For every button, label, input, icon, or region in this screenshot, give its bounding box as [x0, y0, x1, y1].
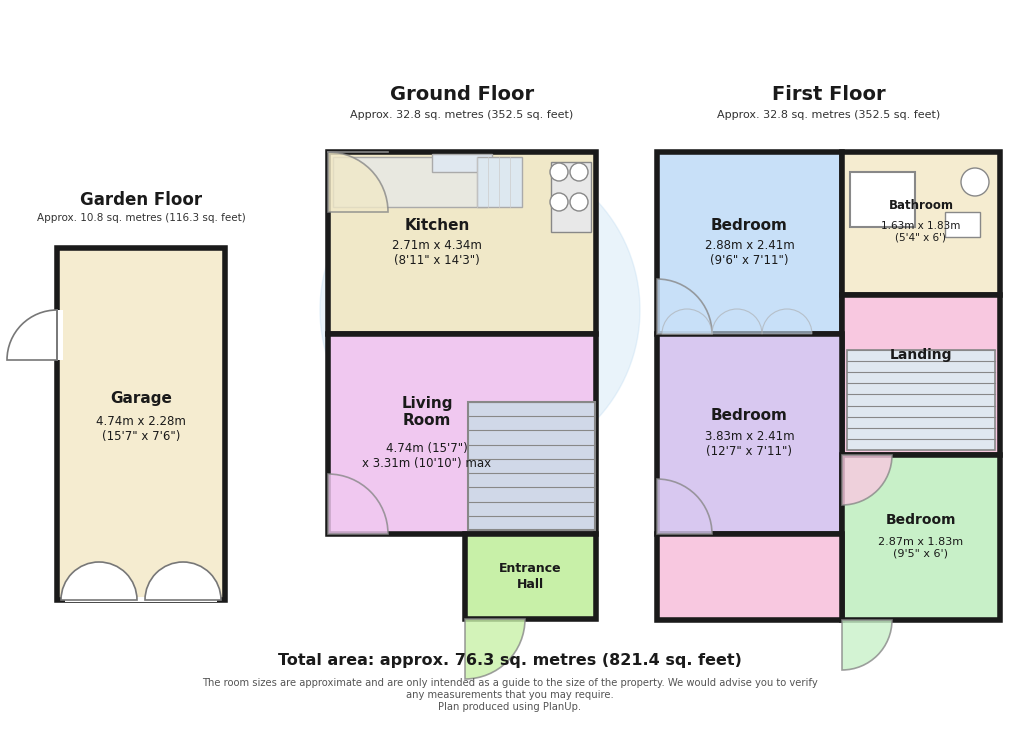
Text: Approx. 32.8 sq. metres (352.5 sq. feet): Approx. 32.8 sq. metres (352.5 sq. feet)	[351, 110, 573, 120]
Bar	[65, 597, 217, 602]
Bar	[332, 157, 486, 207]
Bar	[656, 152, 841, 334]
Circle shape	[549, 163, 568, 181]
Wedge shape	[711, 309, 761, 334]
Circle shape	[570, 163, 587, 181]
Wedge shape	[661, 309, 711, 334]
Circle shape	[570, 193, 587, 211]
Bar	[550, 162, 590, 232]
Text: Kitchen: Kitchen	[404, 217, 469, 232]
Bar	[55, 310, 63, 360]
Text: Total area: approx. 76.3 sq. metres (821.4 sq. feet): Total area: approx. 76.3 sq. metres (821…	[278, 652, 741, 668]
Wedge shape	[841, 620, 892, 670]
Wedge shape	[328, 152, 387, 212]
Bar	[465, 534, 595, 619]
Text: Bathroom: Bathroom	[888, 199, 953, 212]
Bar	[656, 534, 841, 620]
Text: 4.74m x 2.28m
(15'7" x 7'6"): 4.74m x 2.28m (15'7" x 7'6")	[96, 415, 185, 443]
Circle shape	[549, 193, 568, 211]
Circle shape	[960, 168, 988, 196]
Text: 3.83m x 2.41m
(12'7" x 7'11"): 3.83m x 2.41m (12'7" x 7'11")	[704, 430, 794, 458]
Bar	[846, 350, 994, 450]
Bar	[328, 334, 595, 534]
Wedge shape	[841, 455, 892, 505]
Text: Bedroom: Bedroom	[710, 217, 787, 232]
Text: Approx. 32.8 sq. metres (352.5 sq. feet): Approx. 32.8 sq. metres (352.5 sq. feet)	[716, 110, 940, 120]
Circle shape	[320, 150, 639, 470]
Text: Garage: Garage	[110, 392, 172, 407]
Text: 4.74m (15'7")
x 3.31m (10'10") max: 4.74m (15'7") x 3.31m (10'10") max	[362, 442, 491, 470]
Wedge shape	[7, 310, 57, 360]
Bar	[328, 152, 595, 334]
Bar	[841, 295, 999, 455]
Bar	[477, 157, 522, 207]
Text: Garden Floor: Garden Floor	[79, 191, 202, 209]
Bar	[841, 152, 999, 295]
Text: Bedroom: Bedroom	[884, 513, 956, 527]
Wedge shape	[61, 562, 137, 600]
Text: 2.88m x 2.41m
(9'6" x 7'11"): 2.88m x 2.41m (9'6" x 7'11")	[704, 239, 794, 267]
Wedge shape	[328, 474, 387, 534]
Text: The room sizes are approximate and are only intended as a guide to the size of t: The room sizes are approximate and are o…	[202, 678, 817, 712]
Text: Approx. 10.8 sq. metres (116.3 sq. feet): Approx. 10.8 sq. metres (116.3 sq. feet)	[37, 213, 246, 223]
Bar	[849, 172, 914, 227]
Text: First Floor: First Floor	[771, 85, 884, 105]
Text: Landing: Landing	[889, 348, 952, 362]
Wedge shape	[145, 562, 221, 600]
Wedge shape	[656, 479, 711, 534]
Wedge shape	[465, 619, 525, 679]
Bar	[432, 154, 491, 172]
Text: Ground Floor: Ground Floor	[389, 85, 534, 105]
Bar	[656, 334, 841, 534]
Bar	[841, 455, 999, 620]
Text: 2.71m x 4.34m
(8'11" x 14'3"): 2.71m x 4.34m (8'11" x 14'3")	[391, 239, 481, 267]
Bar	[468, 402, 594, 530]
Text: 1.63m x 1.83m
(5'4" x 6'): 1.63m x 1.83m (5'4" x 6')	[880, 220, 960, 243]
Bar	[944, 212, 979, 237]
Wedge shape	[761, 309, 811, 334]
Wedge shape	[656, 279, 711, 334]
Text: Living
Room: Living Room	[400, 395, 452, 428]
Text: 2.87m x 1.83m
(9'5" x 6'): 2.87m x 1.83m (9'5" x 6')	[877, 536, 963, 558]
Text: Bedroom: Bedroom	[710, 409, 787, 424]
Text: Entrance
Hall: Entrance Hall	[498, 562, 561, 591]
Circle shape	[654, 150, 974, 470]
Bar	[57, 248, 225, 600]
